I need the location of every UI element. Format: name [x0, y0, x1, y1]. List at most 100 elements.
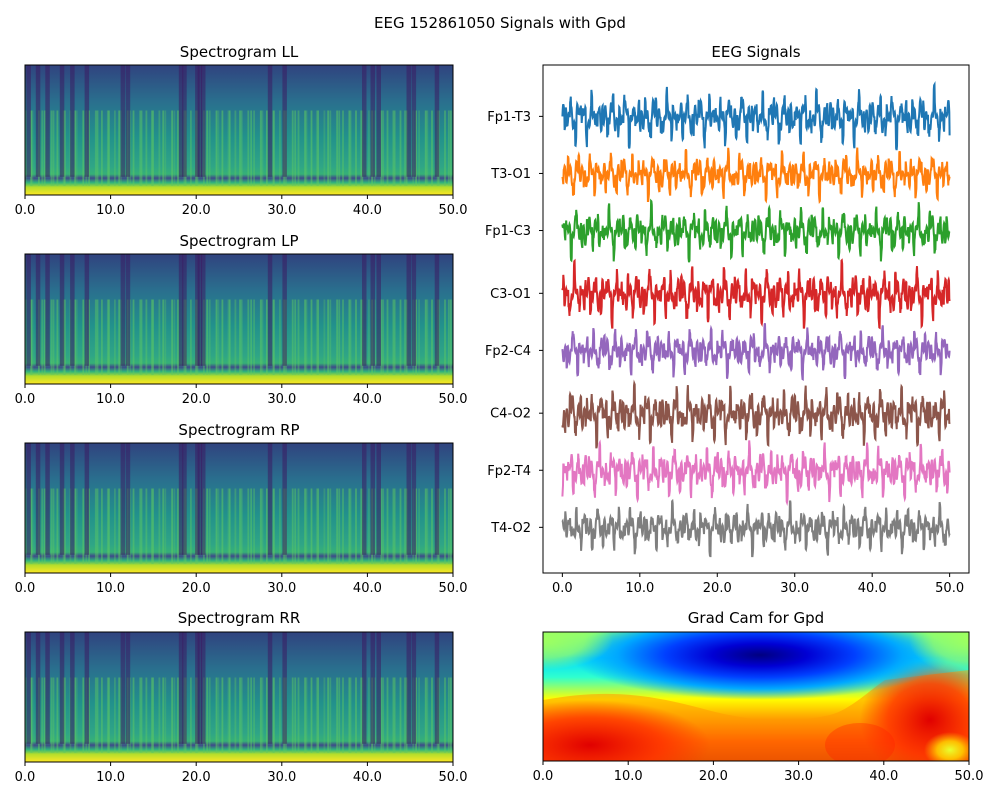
spectrogram-streak: [140, 299, 143, 375]
eeg-traces: [561, 80, 951, 558]
spectrogram-streak: [448, 299, 450, 375]
spectrogram-streak: [404, 299, 406, 375]
spectrogram-streak: [206, 677, 209, 753]
x-tick-label: 40.0: [353, 770, 382, 785]
spectrogram-streak: [273, 110, 275, 186]
spectrogram-streak: [221, 488, 224, 564]
x-tick-label: 0.0: [15, 203, 36, 218]
spectrogram-streak: [208, 110, 211, 186]
spectrogram-streak: [399, 488, 402, 564]
spectrogram-streak: [96, 488, 99, 564]
spectrogram-streak: [31, 488, 34, 564]
spectrogram-streak: [444, 677, 446, 753]
spectrogram-dark-column: [197, 632, 203, 744]
spectrogram-streak: [315, 488, 318, 564]
spectrogram-streak: [304, 677, 306, 753]
spectrogram-streak: [227, 488, 230, 564]
eeg-channel-labels: Fp1-T3 T3-O1 Fp1-C3 C3-O1 Fp2-C4 C4-O2 Fp2-T4 T…: [485, 110, 543, 536]
spectrogram-streak: [431, 488, 433, 564]
spectrogram-streak: [310, 299, 313, 375]
spectrogram-dark-column: [59, 632, 65, 744]
figure-suptitle: EEG 152861050 Signals with Gpd: [374, 14, 626, 32]
spectrogram-dark-column: [197, 65, 203, 177]
spectrogram-streak: [52, 299, 55, 375]
spectrogram-streak: [380, 488, 383, 564]
spectrogram-dark-column: [406, 443, 411, 555]
spectrogram-dark-column: [267, 443, 273, 555]
spectrogram-streak: [329, 299, 332, 375]
spectrogram-dark-column: [362, 632, 367, 744]
spectrogram-streak: [118, 488, 121, 564]
spectrogram-streak: [162, 110, 165, 186]
spectrogram-dark-column: [376, 632, 381, 744]
spectrogram-streak: [151, 110, 153, 186]
x-tick-label: 50.0: [439, 203, 468, 218]
spectrogram-streak: [106, 677, 109, 753]
spectrogram-streak: [101, 110, 103, 186]
spectrogram-dark-column: [411, 443, 417, 555]
spectrogram-streak: [25, 299, 27, 375]
spectrogram-dark-column: [178, 254, 184, 366]
x-tick-label: 50.0: [439, 392, 468, 407]
spectrogram-streak: [152, 110, 154, 186]
spectrogram-streak: [392, 110, 395, 186]
spectrogram-streak: [139, 677, 141, 753]
spectrogram-dark-column: [120, 443, 126, 555]
x-tick-label: 0.0: [15, 581, 36, 596]
spectrogram-streak: [323, 677, 326, 753]
eeg-trace-fp2-t4: [561, 439, 951, 507]
spectrogram-streak: [158, 488, 161, 564]
spectrogram-streak: [279, 677, 281, 753]
spectrogram-streak: [253, 677, 255, 753]
spectrogram-streak: [151, 299, 153, 375]
spectrogram-streak: [450, 110, 452, 186]
eeg-trace-t3-o1: [561, 147, 951, 205]
x-tick-label: 40.0: [858, 581, 887, 596]
spectrogram-streak: [338, 110, 341, 186]
spectrogram-streak: [173, 677, 176, 753]
spectrogram-streak: [41, 110, 44, 186]
spectrogram-streak: [360, 110, 362, 186]
spectrogram-streak: [355, 488, 357, 564]
spectrogram-streak: [101, 677, 103, 753]
spectrogram-dark-column: [70, 65, 75, 177]
spectrogram-streak: [96, 677, 99, 753]
x-tick-label: 50.0: [439, 581, 468, 596]
spectrogram-dark-column: [45, 632, 50, 744]
spectrogram-streak: [342, 677, 344, 753]
x-tick-label: 0.0: [15, 770, 36, 785]
spectrogram-streak: [56, 677, 59, 753]
spectrogram-streak: [228, 488, 231, 564]
spectrogram-streak: [75, 299, 78, 375]
spectrogram-streak: [424, 110, 427, 186]
spectrogram-streak: [158, 299, 161, 375]
spectrogram-streak: [139, 488, 141, 564]
spectrogram-streak: [259, 299, 262, 375]
spectrogram-streak: [444, 299, 446, 375]
spectrogram-streak: [424, 677, 427, 753]
spectrogram-dark-column: [282, 65, 287, 177]
x-tick-label: 40.0: [353, 581, 382, 596]
spectrogram-dark-column: [26, 254, 31, 366]
spectrogram-streak: [297, 110, 300, 186]
spectrogram-streak: [261, 299, 264, 375]
spectrogram-streak: [152, 299, 154, 375]
spectrogram-streak: [63, 677, 66, 753]
spectrogram-dark-column: [35, 443, 41, 555]
spectrogram-dark-column: [26, 443, 31, 555]
spectrogram-streak: [94, 110, 97, 186]
x-tick-label: 0.0: [15, 392, 36, 407]
spectrogram-streak: [431, 110, 433, 186]
spectrogram-dark-column: [59, 65, 65, 177]
spectrogram-streak: [247, 677, 250, 753]
spectrogram-streak: [31, 677, 34, 753]
spectrogram-streak: [50, 677, 53, 753]
spectrogram-streak: [424, 299, 427, 375]
spectrogram-streak: [74, 299, 76, 375]
spectrogram-dark-column: [195, 65, 200, 177]
eeg-channel-label: T4-O2: [490, 521, 531, 536]
spectrogram-rr-stripes: [25, 632, 452, 753]
spectrogram-streak: [190, 488, 192, 564]
x-tick-label: 40.0: [353, 203, 382, 218]
spectrogram-dark-column: [201, 632, 206, 744]
